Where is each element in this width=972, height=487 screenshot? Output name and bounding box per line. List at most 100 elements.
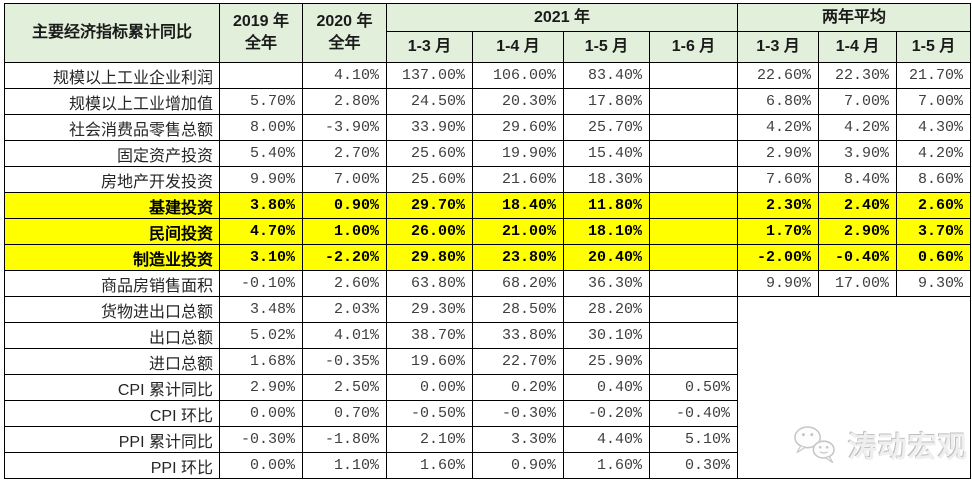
header-2019: 2019 年 全年	[219, 3, 303, 63]
cell-avg-1-5: 8.60%	[896, 166, 972, 193]
cell-2021-1-5: 25.90%	[563, 348, 650, 375]
header-avg-m1-3: 1-3 月	[737, 31, 820, 63]
cell-avg-1-4: 22.30%	[818, 62, 898, 89]
row-label: 制造业投资	[4, 244, 220, 271]
cell-2021-1-6: 0.50%	[648, 374, 739, 401]
cell-avg-1-4: 17.00%	[818, 270, 898, 297]
cell-avg-1-5: 2.60%	[896, 192, 972, 219]
cell-2019: 2.90%	[219, 374, 303, 401]
cell-2021-1-4: 106.00%	[472, 62, 564, 89]
cell-avg-1-4: -0.40%	[818, 244, 898, 271]
cell-2021-1-5: 4.40%	[563, 426, 650, 453]
cell-2021-1-3: 25.60%	[386, 140, 473, 167]
cell-2019: 4.70%	[219, 218, 303, 245]
cell-2021-1-5: 36.30%	[563, 270, 650, 297]
cell-2021-1-6	[648, 296, 739, 323]
table-row: 规模以上工业增加值 5.70% 2.80% 24.50% 20.30% 17.80% 6.8…	[4, 88, 972, 115]
cell-avg-1-3: 9.90%	[737, 270, 820, 297]
cell-2021-1-4: 68.20%	[472, 270, 564, 297]
table-row: 出口总额 5.02% 4.01% 38.70% 33.80% 30.10%	[4, 322, 971, 349]
cell-avg-1-3: -2.00%	[737, 244, 820, 271]
cell-avg-1-4: 3.90%	[818, 140, 898, 167]
cell-avg-1-3: 6.80%	[737, 88, 820, 115]
cell-2019: -0.10%	[219, 270, 303, 297]
cell-2019: 5.70%	[219, 88, 303, 115]
table-row: CPI 环比 0.00% 0.70% -0.50% -0.30% -0.20% -0.40%	[4, 400, 971, 427]
cell-2019: 0.00%	[219, 400, 303, 427]
cell-2020: 2.03%	[302, 296, 387, 323]
table-row: 社会消费品零售总额 8.00% -3.90% 33.90% 29.60% 25.70% 4.…	[4, 114, 972, 141]
cell-2020: 2.60%	[302, 270, 387, 297]
table-row: 房地产开发投资 9.90% 7.00% 25.60% 21.60% 18.30% 7.60%…	[4, 166, 972, 193]
cell-2021-1-6: 0.30%	[648, 452, 739, 479]
cell-2020: 4.01%	[302, 322, 387, 349]
cell-2021-1-6	[648, 166, 739, 193]
cell-2019: 0.00%	[219, 452, 303, 479]
row-label: CPI 环比	[4, 400, 220, 427]
cell-2019: 5.40%	[219, 140, 303, 167]
row-label: 货物进出口总额	[4, 296, 220, 323]
cell-avg-1-3: 4.20%	[737, 114, 820, 141]
row-label: 基建投资	[4, 192, 220, 219]
cell-avg-1-5: 3.70%	[896, 218, 972, 245]
cell-2021-1-6	[648, 322, 739, 349]
cell-2021-1-3: 1.60%	[386, 452, 473, 479]
table-row: 商品房销售面积 -0.10% 2.60% 63.80% 68.20% 36.30% 9.90…	[4, 270, 972, 297]
table-row: CPI 累计同比 2.90% 2.50% 0.00% 0.20% 0.40% 0.50%	[4, 374, 971, 401]
table-row: 基建投资 3.80% 0.90% 29.70% 18.40% 11.80% 2.30% 2.4…	[4, 192, 972, 219]
cell-2021-1-3: 137.00%	[386, 62, 473, 89]
cell-2021-1-4: 3.30%	[472, 426, 564, 453]
cell-2021-1-3: 63.80%	[386, 270, 473, 297]
row-label: 规模以上工业企业利润	[4, 62, 220, 89]
row-label: 社会消费品零售总额	[4, 114, 220, 141]
cell-2021-1-3: 38.70%	[386, 322, 473, 349]
table-row: 制造业投资 3.10% -2.20% 29.80% 23.80% 20.40% -2.00%…	[4, 244, 972, 271]
cell-avg-1-3: 1.70%	[737, 218, 820, 245]
header-2021-m1-6: 1-6 月	[648, 31, 739, 63]
cell-2020: -3.90%	[302, 114, 387, 141]
row-label: 商品房销售面积	[4, 270, 220, 297]
cell-2021-1-6	[648, 270, 739, 297]
cell-2021-1-5: 20.40%	[563, 244, 650, 271]
cell-2021-1-3: 24.50%	[386, 88, 473, 115]
cell-avg-1-3: 22.60%	[737, 62, 820, 89]
cell-avg-1-4: 2.40%	[818, 192, 898, 219]
header-indicator: 主要经济指标累计同比	[4, 3, 220, 63]
cell-2021-1-5: 18.30%	[563, 166, 650, 193]
cell-2020: 7.00%	[302, 166, 387, 193]
cell-2020: 2.70%	[302, 140, 387, 167]
cell-avg-1-3: 7.60%	[737, 166, 820, 193]
cell-2021-1-4: 33.80%	[472, 322, 564, 349]
header-2020: 2020 年 全年	[302, 3, 387, 63]
cell-2021-1-5: 15.40%	[563, 140, 650, 167]
cell-2019: 3.10%	[219, 244, 303, 271]
cell-2021-1-4: 0.20%	[472, 374, 564, 401]
cell-avg-1-3: 2.90%	[737, 140, 820, 167]
cell-2021-1-6: 5.10%	[648, 426, 739, 453]
table-row: 货物进出口总额 3.48% 2.03% 29.30% 28.50% 28.20%	[4, 296, 972, 479]
cell-avg-1-5: 7.00%	[896, 88, 972, 115]
cell-2021-1-5: 11.80%	[563, 192, 650, 219]
cell-2019: 5.02%	[219, 322, 303, 349]
cell-2021-1-4: 22.70%	[472, 348, 564, 375]
cell-2021-1-4: 28.50%	[472, 296, 564, 323]
cell-avg-1-5: 21.70%	[896, 62, 972, 89]
header-2021-m1-5: 1-5 月	[563, 31, 650, 63]
row-label: 进口总额	[4, 348, 220, 375]
cell-2021-1-4: 0.90%	[472, 452, 564, 479]
cell-2019: 3.80%	[219, 192, 303, 219]
cell-2021-1-5: 18.10%	[563, 218, 650, 245]
cell-2021-1-3: 2.10%	[386, 426, 473, 453]
cell-2019: 1.68%	[219, 348, 303, 375]
cell-2021-1-3: 29.30%	[386, 296, 473, 323]
cell-avg-1-4: 2.90%	[818, 218, 898, 245]
cell-2021-1-6	[648, 192, 739, 219]
cell-2021-1-5: 83.40%	[563, 62, 650, 89]
cell-avg-1-4: 4.20%	[818, 114, 898, 141]
cell-2021-1-5: -0.20%	[563, 400, 650, 427]
table-row: 固定资产投资 5.40% 2.70% 25.60% 19.90% 15.40% 2.90% 3…	[4, 140, 972, 167]
header-avg-group: 两年平均	[737, 3, 972, 32]
row-label: 出口总额	[4, 322, 220, 349]
table-row: 规模以上工业企业利润 4.10% 137.00% 106.00% 83.40% 22.60…	[4, 62, 972, 89]
